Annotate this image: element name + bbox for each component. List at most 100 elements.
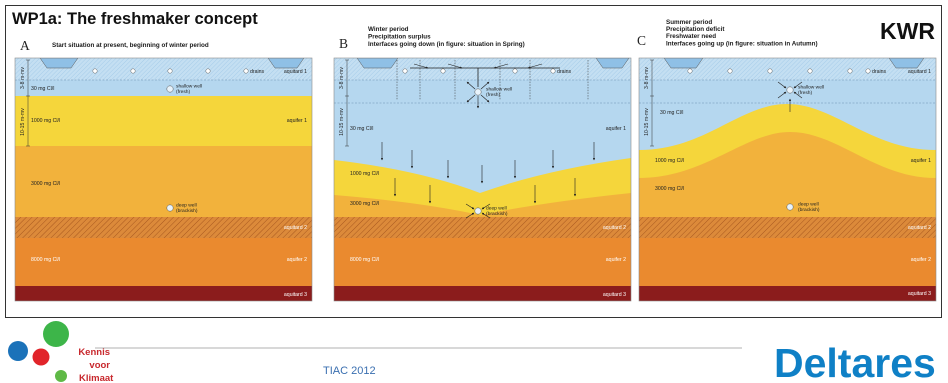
slide-title: WP1a: The freshmaker concept	[12, 10, 258, 28]
layer-aquitard-3	[334, 286, 631, 301]
partner-name-line-2: voor	[89, 360, 110, 371]
deep-well-icon	[166, 204, 174, 212]
aquifer-2-label: aquifer 2	[287, 257, 307, 263]
shallow-well-label: shallow well	[798, 85, 824, 91]
aquifer-1-label: aquifer 1	[287, 118, 307, 124]
org-logo-text: KWR	[880, 18, 935, 44]
drains-label: drains	[250, 69, 265, 75]
depth-label-upper: 3-8 m-mv	[339, 67, 345, 89]
panel-frame	[333, 57, 632, 302]
shallow-well-icon	[166, 85, 174, 93]
aquitard-1-label: aquitard 1	[284, 69, 307, 75]
footer: Kennis voor Klimaat TIAC 2012 Deltares	[8, 321, 936, 383]
deep-well-sublabel: (brackish)	[176, 208, 198, 214]
panel-letter: C	[637, 33, 646, 48]
flow-arrow-icon	[777, 81, 787, 89]
flow-arrow-icon	[466, 81, 476, 90]
depth-scale: 3-8 m-mv 10-15 m-mv	[20, 59, 30, 147]
drain-circle-icon	[767, 68, 773, 74]
logo-dot-green	[43, 321, 69, 347]
aquitard-1-label: aquitard 1	[908, 69, 931, 75]
partner-logo-icon	[8, 321, 69, 382]
layer-chloride-1000	[15, 96, 312, 146]
aquitard-2-label: aquitard 2	[603, 225, 626, 231]
depth-label-upper: 3-8 m-mv	[644, 67, 650, 89]
event-label: TIAC 2012	[323, 365, 376, 377]
flow-arrow-icon	[793, 81, 803, 89]
deep-well-sublabel: (brackish)	[486, 211, 508, 217]
flow-arrow-icon	[527, 63, 543, 69]
flow-arrow-icon	[447, 63, 463, 69]
layer-aquitard-1	[15, 58, 312, 80]
logo-dot-blue	[8, 341, 28, 361]
panel-caption: Start situation at present, beginning of…	[52, 42, 209, 49]
decorations	[687, 68, 853, 112]
layer-chloride-3000	[639, 132, 936, 217]
ditch-right	[888, 58, 925, 69]
panel-caption-line-3: Freshwater need	[666, 33, 716, 40]
deep-well-icon	[474, 207, 482, 215]
aquitard-3-label: aquitard 3	[284, 292, 307, 298]
depth-scale: 3-8 m-mv 10-15 m-mv	[339, 59, 349, 147]
ditch-right	[267, 58, 305, 69]
cross-section	[639, 58, 936, 301]
flow-arrow-icon	[466, 94, 476, 103]
partner-name-line-1: Kennis	[78, 347, 110, 358]
ditch-left	[663, 58, 704, 69]
drain-circle-icon	[727, 68, 733, 74]
drain-circle-icon	[847, 68, 853, 74]
drain-circle-icon	[92, 68, 98, 74]
layer-aquifer-2	[334, 238, 631, 286]
ditch-right	[595, 58, 630, 69]
drain-circle-icon	[205, 68, 211, 74]
shallow-well-label: shallow well	[176, 84, 202, 90]
shallow-well-sublabel: (fresh)	[486, 92, 501, 98]
chloride-1000-label: 1000 mg Cl/l	[655, 158, 684, 164]
flow-arrow-icon	[481, 212, 491, 219]
layer-aquifer-2	[639, 238, 936, 286]
layer-aquifer-2	[15, 238, 312, 286]
layer-aquitard-3	[639, 286, 936, 301]
flow-arrow-icon	[413, 63, 429, 69]
flow-arrow-icon	[493, 63, 509, 69]
shallow-well-sublabel: (fresh)	[176, 89, 191, 95]
depth-label-lower: 10-15 m-mv	[339, 108, 345, 136]
flow-arrow-icon	[465, 212, 475, 219]
chloride-8000-label: 8000 mg Cl/l	[31, 257, 60, 263]
layer-aquitard-1	[334, 58, 631, 80]
aquitard-3-label: aquitard 3	[908, 291, 931, 297]
ditch-left	[356, 58, 399, 69]
panel-b: B Winter period Precipitation surplus In…	[333, 26, 632, 302]
drain-circle-icon	[550, 68, 556, 74]
chloride-3000-label: 3000 mg Cl/l	[350, 201, 379, 207]
layer-chloride-3000	[334, 193, 631, 217]
fresh-chloride-label: 30 mg Cl/l	[350, 126, 373, 132]
decorations	[92, 68, 211, 74]
drain-circle-icon	[130, 68, 136, 74]
logo-dot-red	[32, 348, 50, 366]
chloride-8000-label: 8000 mg Cl/l	[350, 257, 379, 263]
deep-well-label: deep well	[798, 202, 819, 208]
layer-aquitard-2	[15, 217, 312, 238]
drain-circle-icon	[167, 68, 173, 74]
deep-well-label: deep well	[176, 203, 197, 209]
chloride-3000-label: 3000 mg Cl/l	[655, 186, 684, 192]
drain-circle-icon	[687, 68, 693, 74]
aquitard-2-label: aquitard 2	[908, 225, 931, 231]
shallow-well-icon	[474, 88, 482, 96]
aquifer-2-label: aquifer 2	[606, 257, 626, 263]
drain-circle-icon	[807, 68, 813, 74]
partner-name-line-3: Klimaat	[79, 373, 114, 383]
drain-circle-icon	[402, 68, 408, 74]
aquifer-1-label: aquifer 1	[911, 158, 931, 164]
drain-circle-icon	[440, 68, 446, 74]
logo-dot-green-small	[55, 370, 67, 382]
drain-circle-icon	[865, 68, 871, 74]
slide-frame	[5, 5, 942, 318]
flow-arrow-icon	[777, 91, 787, 99]
chloride-1000-label: 1000 mg Cl/l	[31, 118, 60, 124]
ditch-left	[39, 58, 79, 69]
fresh-chloride-label: 30 mg Cl/l	[660, 110, 683, 116]
